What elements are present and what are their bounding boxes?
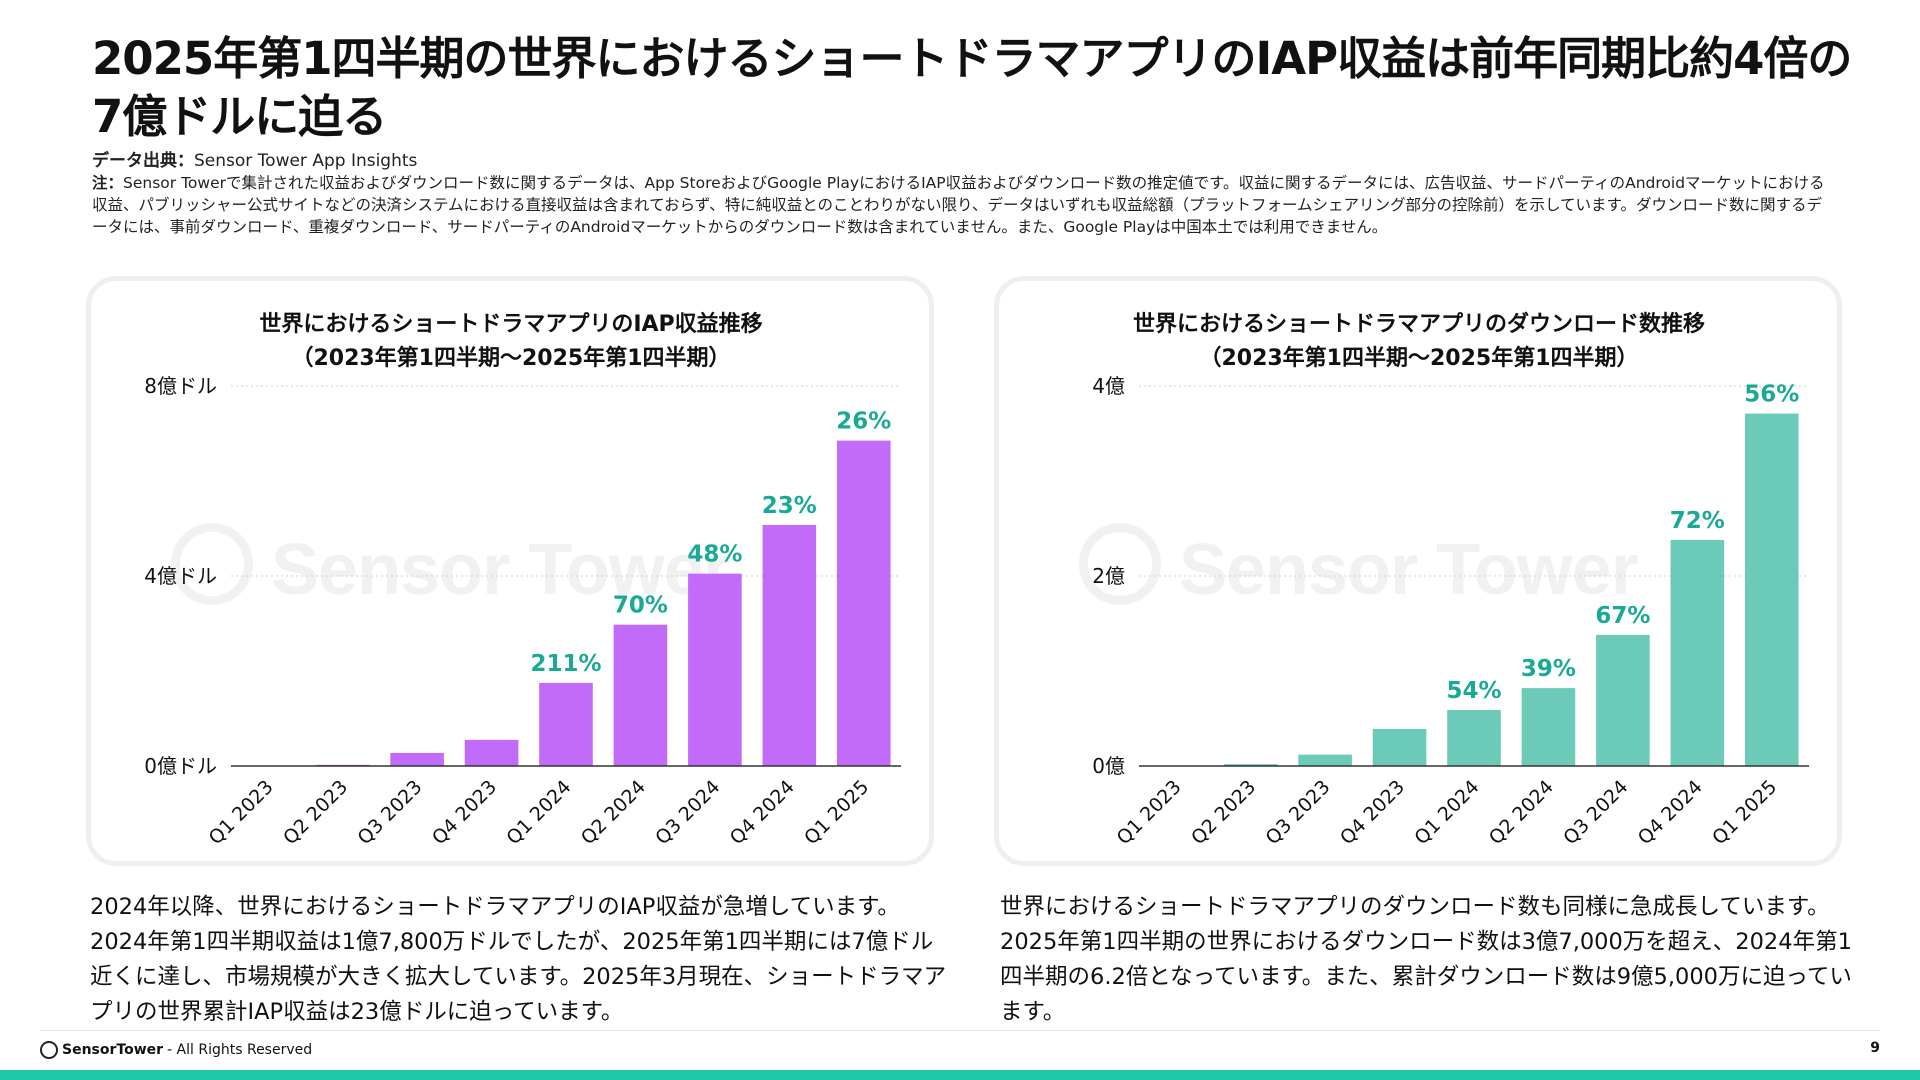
growth-label: 48%: [687, 542, 742, 568]
downloads-bar-chart: 世界におけるショートドラマアプリのダウンロード数推移 （2023年第1四半期〜20…: [1092, 311, 1809, 849]
growth-label: 39%: [1521, 656, 1576, 682]
data-source: データ出典：Sensor Tower App Insights: [92, 146, 417, 171]
revenue-chart-card: Sensor Tower 世界におけるショートドラマアプリのIAP収益推移 （20…: [86, 276, 934, 866]
x-tick-label: Q2 2024: [1485, 776, 1558, 849]
bar: [613, 624, 668, 766]
bar: [1447, 709, 1501, 766]
y-tick-label: 2億: [1092, 564, 1125, 588]
sensor-tower-logo-icon: [40, 1041, 58, 1059]
x-tick-label: Q1 2025: [800, 776, 873, 849]
x-tick-label: Q1 2024: [1410, 776, 1483, 849]
page-number: 9: [1870, 1040, 1880, 1056]
growth-label: 26%: [836, 409, 891, 435]
data-source-text: Sensor Tower App Insights: [194, 151, 418, 171]
x-tick-label: Q4 2024: [1634, 776, 1707, 849]
bar: [464, 739, 519, 766]
bar: [762, 524, 817, 766]
growth-label: 70%: [613, 593, 668, 619]
growth-label: 23%: [762, 493, 817, 519]
bar: [539, 682, 593, 766]
x-tick-label: Q2 2024: [577, 776, 650, 849]
chart-title: 世界におけるショートドラマアプリのIAP収益推移: [259, 311, 762, 337]
y-tick-label: 8億ドル: [144, 374, 217, 398]
footnote-label: 注：: [92, 174, 124, 192]
x-tick-label: Q3 2023: [354, 776, 427, 849]
bar: [836, 440, 891, 766]
data-source-label: データ出典：: [92, 151, 194, 171]
x-tick-label: Q1 2023: [205, 776, 278, 849]
page-title: 2025年第1四半期の世界におけるショートドラマアプリのIAP収益は前年同期比約…: [92, 32, 1852, 143]
bar: [688, 573, 742, 766]
footnote: 注：Sensor Towerで集計された収益およびダウンロード数に関するデータは…: [92, 172, 1834, 238]
bar: [390, 752, 444, 766]
bar: [1521, 688, 1576, 766]
x-tick-label: Q4 2023: [1336, 776, 1409, 849]
x-tick-label: Q2 2023: [279, 776, 352, 849]
growth-label: 72%: [1670, 508, 1725, 534]
x-tick-label: Q1 2025: [1708, 776, 1781, 849]
bottom-accent-bar: [0, 1070, 1920, 1080]
growth-label: 54%: [1446, 678, 1501, 704]
y-tick-label: 4億: [1092, 374, 1125, 398]
y-tick-label: 0億: [1092, 754, 1125, 778]
footer-brand: SensorTower: [62, 1042, 164, 1058]
downloads-chart-card: Sensor Tower 世界におけるショートドラマアプリのダウンロード数推移（…: [994, 276, 1842, 866]
x-tick-label: Q3 2024: [1559, 776, 1632, 849]
bar: [1744, 413, 1799, 766]
bar: [1223, 764, 1278, 766]
chart-subtitle: （2023年第1四半期〜2025年第1四半期）: [1199, 345, 1638, 371]
bar: [1298, 754, 1352, 766]
bar: [1670, 539, 1725, 766]
x-tick-label: Q1 2024: [502, 776, 575, 849]
growth-label: 211%: [530, 651, 601, 677]
growth-label: 56%: [1744, 382, 1799, 408]
footer-divider: [40, 1030, 1880, 1031]
bar: [1596, 634, 1650, 766]
x-tick-label: Q3 2024: [651, 776, 724, 849]
y-tick-label: 0億ドル: [144, 754, 217, 778]
x-tick-label: Q4 2024: [726, 776, 799, 849]
downloads-description: 世界におけるショートドラマアプリのダウンロード数も同様に急成長しています。202…: [1000, 894, 1852, 1025]
x-tick-label: Q4 2023: [428, 776, 501, 849]
x-tick-label: Q3 2023: [1262, 776, 1335, 849]
footnote-text: Sensor Towerで集計された収益およびダウンロード数に関するデータは、A…: [92, 174, 1825, 236]
chart-subtitle: （2023年第1四半期〜2025年第1四半期）: [291, 345, 730, 371]
x-tick-label: Q2 2023: [1187, 776, 1260, 849]
revenue-description: 2024年以降、世界におけるショートドラマアプリのIAP収益が急増しています。2…: [90, 894, 947, 1025]
y-tick-label: 4億ドル: [144, 564, 217, 588]
footer: SensorTower - All Rights Reserved: [40, 1040, 312, 1060]
x-tick-label: Q1 2023: [1113, 776, 1186, 849]
growth-label: 67%: [1595, 603, 1650, 629]
footer-rights: - All Rights Reserved: [167, 1042, 313, 1058]
chart-title: 世界におけるショートドラマアプリのダウンロード数推移: [1133, 311, 1705, 337]
revenue-bar-chart: 世界におけるショートドラマアプリのIAP収益推移 （2023年第1四半期〜2025…: [144, 311, 901, 849]
bar: [1372, 728, 1427, 766]
